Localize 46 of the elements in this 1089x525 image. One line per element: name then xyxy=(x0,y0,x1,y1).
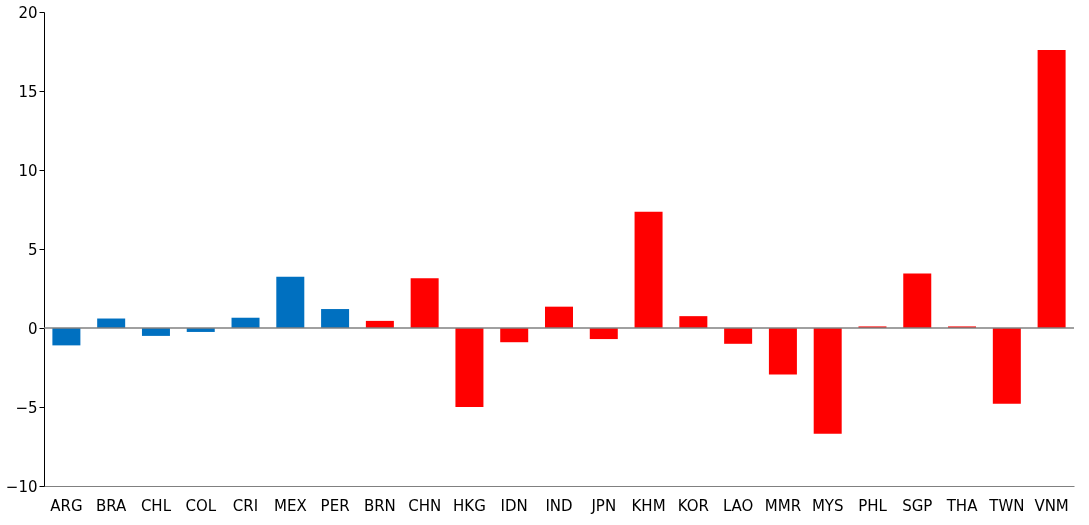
bar xyxy=(500,328,529,343)
y-tick-label: 15 xyxy=(18,82,38,101)
x-tick-label: KOR xyxy=(677,496,709,515)
y-tick-label: −10 xyxy=(5,477,38,496)
bar xyxy=(903,273,932,328)
x-tick-label: COL xyxy=(185,496,217,515)
x-tick-label: PER xyxy=(320,496,350,515)
x-tick-label: SGP xyxy=(902,496,933,515)
bar xyxy=(52,328,81,346)
x-tick-label: ARG xyxy=(50,496,83,515)
x-tick-label: IDN xyxy=(500,496,528,515)
y-tick-label: 0 xyxy=(27,319,38,338)
bar xyxy=(410,278,439,328)
bar xyxy=(321,309,350,328)
x-tick-label: THA xyxy=(945,496,979,515)
bar xyxy=(679,316,708,328)
x-tick-label: HKG xyxy=(453,496,486,515)
x-tick-label: MYS xyxy=(811,496,844,515)
x-tick-label: TWN xyxy=(988,496,1025,515)
bar xyxy=(1037,49,1066,328)
x-tick-label: JPN xyxy=(590,496,617,515)
x-tick-label: CHN xyxy=(408,496,442,515)
y-tick-label: 5 xyxy=(27,240,38,259)
bar xyxy=(276,276,305,328)
x-tick-label: MEX xyxy=(273,496,307,515)
x-tick-label: CHL xyxy=(140,496,172,515)
bar xyxy=(634,211,663,328)
bar xyxy=(768,328,797,375)
x-tick-label: CRI xyxy=(232,496,259,515)
y-tick-label: −5 xyxy=(15,398,38,417)
bar xyxy=(724,328,753,344)
bar xyxy=(813,328,842,434)
x-tick-label: VNM xyxy=(1034,496,1069,515)
x-tick-label: LAO xyxy=(722,496,754,515)
y-tick-label: 10 xyxy=(18,161,38,180)
x-tick-label: IND xyxy=(545,496,573,515)
x-tick-label: MMR xyxy=(764,496,802,515)
x-tick-label: BRA xyxy=(95,496,128,515)
x-tick-label: PHL xyxy=(858,496,888,515)
bar xyxy=(589,328,618,340)
x-tick-label: KHM xyxy=(631,496,666,515)
y-tick-label: 20 xyxy=(18,3,38,22)
bar xyxy=(545,306,573,328)
bar xyxy=(992,328,1021,404)
x-tick-label: BRN xyxy=(363,496,396,515)
bar xyxy=(455,328,484,407)
